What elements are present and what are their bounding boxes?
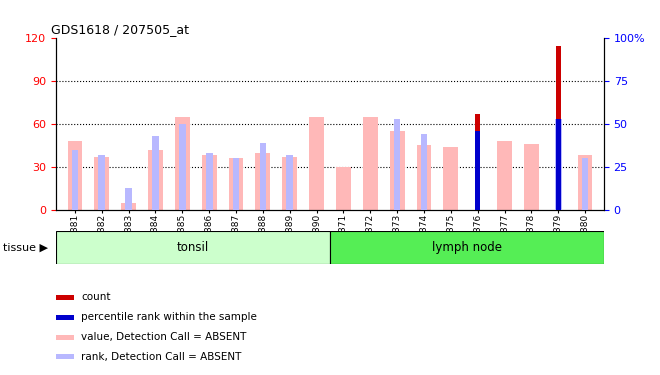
Text: percentile rank within the sample: percentile rank within the sample (81, 312, 257, 322)
Text: rank, Detection Call = ABSENT: rank, Detection Call = ABSENT (81, 352, 242, 362)
Bar (330, 231, 604, 264)
Bar (55, 295, 74, 300)
Bar (420, 134, 427, 210)
Text: lymph node: lymph node (432, 241, 502, 254)
Bar (259, 143, 266, 210)
Bar (475, 130, 480, 210)
Bar (556, 46, 561, 210)
Bar (556, 118, 560, 210)
Bar (524, 144, 539, 210)
Bar (581, 158, 589, 210)
Bar (67, 141, 82, 210)
Bar (394, 118, 401, 210)
Text: GDS1618 / 207505_at: GDS1618 / 207505_at (51, 23, 189, 36)
Bar (282, 157, 297, 210)
Bar (475, 114, 480, 210)
Bar (228, 158, 244, 210)
Text: value, Detection Call = ABSENT: value, Detection Call = ABSENT (81, 332, 247, 342)
Bar (179, 124, 185, 210)
Bar (55, 354, 74, 359)
Bar (336, 167, 351, 210)
Bar (206, 153, 213, 210)
Text: tonsil: tonsil (177, 241, 209, 254)
Bar (175, 117, 189, 210)
Bar (148, 150, 163, 210)
Bar (309, 117, 324, 210)
Bar (94, 157, 109, 210)
Bar (125, 188, 132, 210)
Bar (363, 117, 378, 210)
Bar (98, 155, 105, 210)
Bar (121, 203, 136, 210)
Bar (416, 146, 432, 210)
Bar (390, 131, 405, 210)
Bar (55, 315, 74, 320)
Bar (444, 147, 458, 210)
Bar (286, 155, 293, 210)
Bar (56, 231, 330, 264)
Bar (255, 153, 270, 210)
Bar (497, 141, 512, 210)
Text: tissue ▶: tissue ▶ (3, 243, 48, 252)
Bar (555, 118, 562, 210)
Bar (578, 155, 593, 210)
Text: count: count (81, 292, 111, 303)
Bar (233, 158, 240, 210)
Bar (71, 150, 79, 210)
Bar (152, 136, 159, 210)
Bar (55, 334, 74, 339)
Bar (202, 155, 216, 210)
